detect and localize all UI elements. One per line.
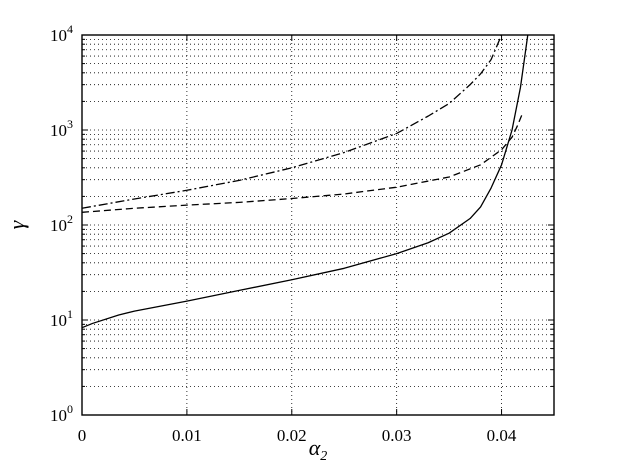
y-tick-label-exponent: 3 [67, 117, 73, 131]
y-tick-label: 10 [50, 406, 67, 425]
y-tick-label: 10 [50, 26, 67, 45]
y-tick-label-exponent: 1 [67, 307, 73, 321]
series-line-dashed [81, 113, 524, 213]
y-tick-label: 10 [50, 216, 67, 235]
ticks [81, 35, 554, 416]
x-axis-label: α2 [309, 435, 328, 464]
series-layer [81, 34, 529, 329]
y-axis-label: γ [4, 219, 29, 229]
x-tick-label: 0.03 [382, 426, 412, 445]
x-tick-label: 0 [78, 426, 87, 445]
x-tick-label: 0.01 [172, 426, 202, 445]
x-axis-label-subscript: 2 [320, 449, 327, 464]
y-tick-label-exponent: 2 [67, 212, 73, 226]
y-tick-label: 10 [50, 311, 67, 330]
grid [82, 35, 554, 415]
x-tick-label: 0.04 [487, 426, 517, 445]
series-line-dashdot [81, 34, 503, 209]
y-tick-label-exponent: 0 [67, 402, 73, 416]
x-axis-label-main: α [309, 435, 321, 460]
y-tick-label: 10 [50, 121, 67, 140]
series-line-solid [81, 34, 529, 329]
y-tick-label-exponent: 4 [67, 22, 73, 36]
x-tick-label: 0.02 [277, 426, 307, 445]
